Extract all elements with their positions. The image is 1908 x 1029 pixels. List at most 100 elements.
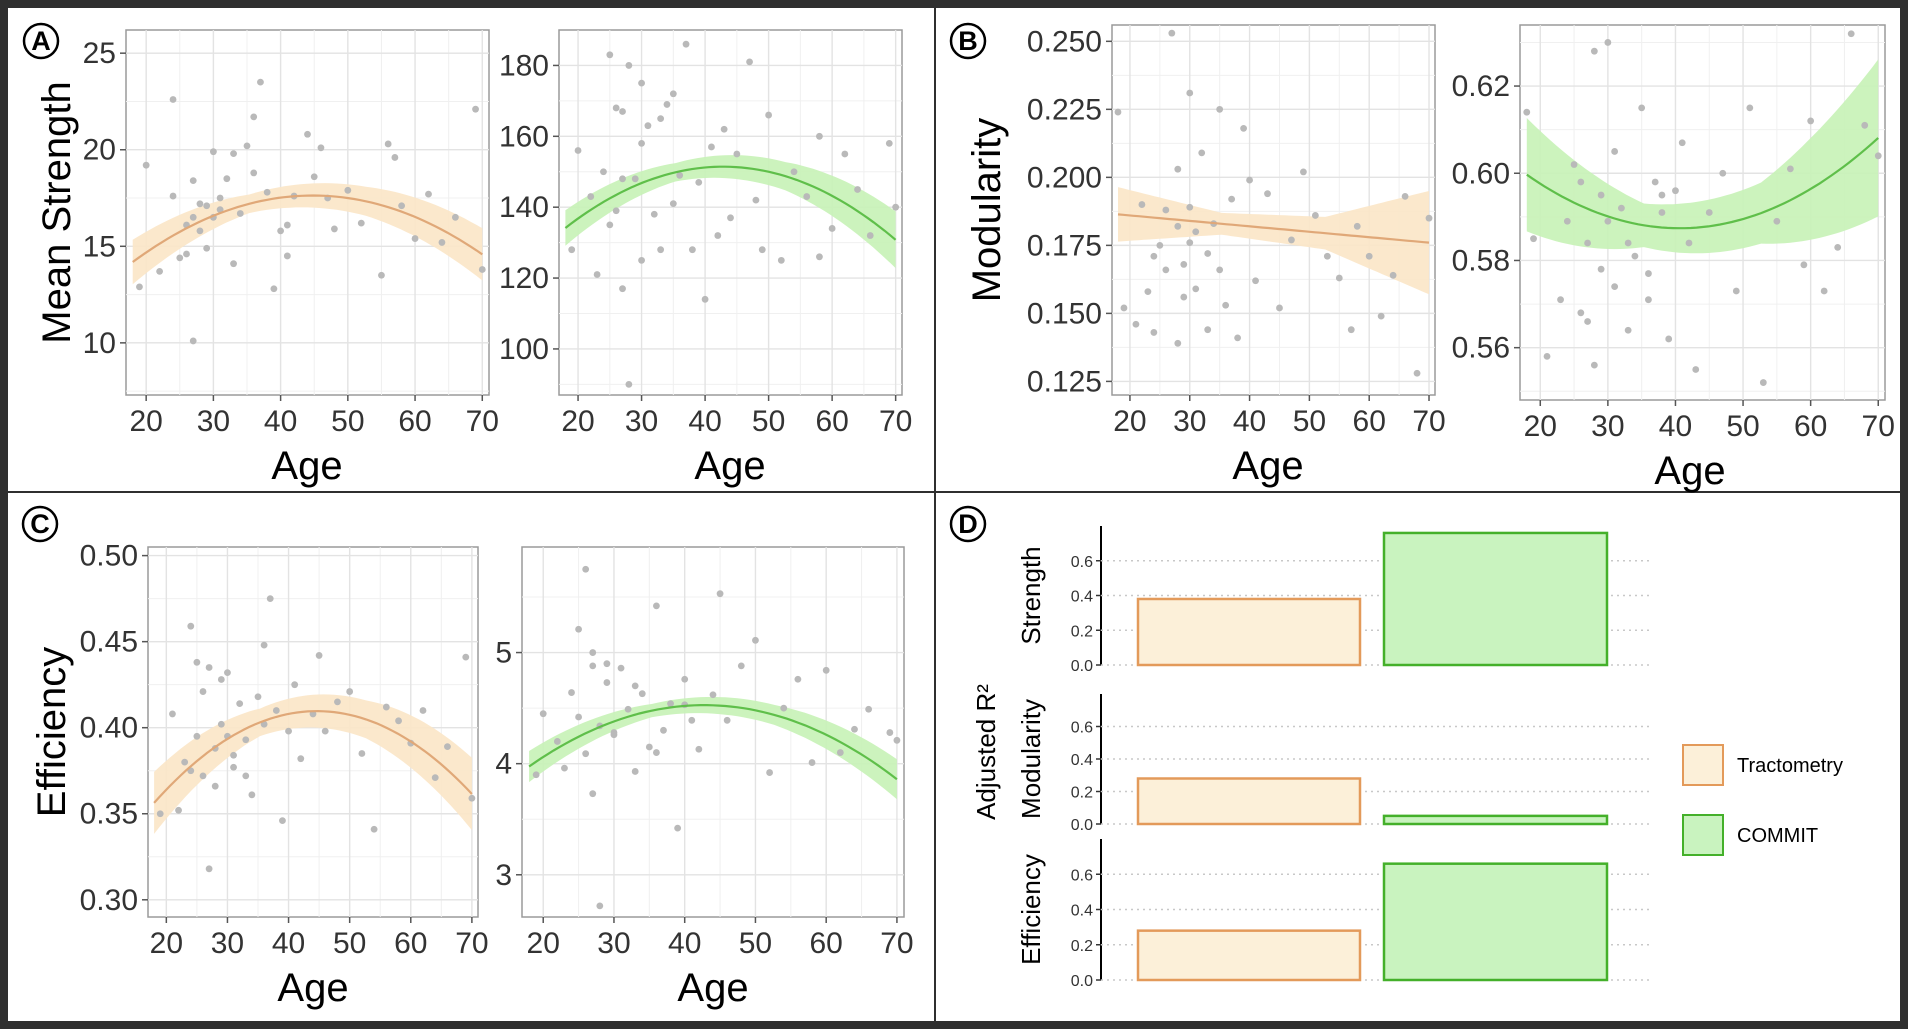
data-point	[674, 824, 682, 832]
data-point	[695, 745, 703, 753]
data-point	[142, 161, 150, 169]
y-tick-label: 0.56	[1452, 332, 1510, 365]
data-point	[568, 689, 575, 696]
bar-chart-adjusted-r2: 0.0 0.2 0.4 0.6 Strength 0.0 0.2 0.4 0.6 Modulari…	[971, 526, 1843, 990]
data-point	[199, 772, 207, 780]
data-point	[315, 652, 323, 659]
data-point	[1651, 178, 1659, 186]
data-point	[1186, 203, 1194, 211]
data-point	[196, 227, 204, 235]
panel-c-letter: C	[30, 509, 50, 539]
data-point	[582, 750, 590, 758]
data-point	[199, 688, 207, 695]
data-point	[653, 602, 660, 610]
x-tick-label: 70	[880, 927, 913, 960]
data-point	[1834, 243, 1842, 251]
data-point	[156, 268, 164, 275]
data-point	[645, 743, 653, 751]
data-point	[334, 698, 341, 706]
data-point	[370, 825, 378, 833]
data-point	[175, 806, 182, 814]
data-point	[285, 727, 292, 735]
x-tick-label: 30	[1591, 410, 1624, 443]
scatter-plot-a-commit: 20 30 40 50 60 70 100 120 140 160 180 Age	[499, 29, 912, 488]
data-point	[1180, 293, 1188, 301]
data-point	[230, 150, 237, 157]
data-point	[681, 675, 689, 683]
data-point	[431, 774, 439, 782]
data-point	[746, 58, 753, 66]
data-point	[283, 252, 291, 260]
data-point	[1234, 334, 1242, 342]
data-point	[1611, 148, 1619, 155]
data-point	[216, 206, 224, 214]
y-tick-label: 0.150	[1027, 297, 1102, 330]
data-point	[1584, 239, 1591, 247]
bar-y-tick-label: 0.2	[1071, 785, 1093, 802]
data-point	[444, 743, 451, 751]
bar-tractometry	[1136, 777, 1362, 826]
data-point	[346, 688, 354, 695]
data-point	[1597, 191, 1605, 199]
bar-y-tick-label: 0.4	[1071, 752, 1093, 769]
data-point	[330, 225, 338, 233]
y-tick-label: 10	[83, 327, 116, 360]
data-point	[561, 764, 568, 772]
data-point	[1150, 329, 1158, 336]
y-tick-label: 15	[83, 230, 116, 263]
data-point	[1590, 47, 1598, 55]
data-point	[1288, 236, 1295, 244]
data-point	[1174, 339, 1182, 347]
data-point	[1692, 366, 1700, 373]
data-point	[794, 675, 802, 683]
scatter-plot-b-tractometry: 20 30 40 50 60 70 0.125 0.150 0.175 0.200 0.225 0.2…	[965, 24, 1446, 488]
bar-y-tick-label: 0.6	[1071, 720, 1093, 737]
data-point	[720, 125, 728, 133]
bar-y-tick-label: 0.2	[1071, 938, 1093, 955]
panel-d-label-circle	[949, 505, 987, 543]
data-point	[631, 682, 639, 690]
data-point	[263, 188, 271, 196]
x-tick-label: 40	[688, 405, 721, 438]
fit-line	[528, 703, 898, 781]
data-point	[478, 266, 486, 273]
data-point	[777, 256, 785, 264]
data-point	[1665, 335, 1673, 343]
data-point	[1874, 152, 1882, 160]
data-point	[1150, 252, 1158, 260]
data-point	[1719, 169, 1727, 177]
confidence-ribbon	[1118, 187, 1429, 295]
data-point	[625, 380, 633, 388]
data-point	[553, 738, 561, 745]
data-point	[357, 219, 365, 227]
data-point	[236, 700, 244, 708]
data-point	[714, 232, 722, 239]
data-point	[816, 253, 823, 261]
data-point	[1861, 121, 1869, 129]
data-point	[1597, 265, 1605, 273]
data-point	[803, 193, 811, 200]
bar-y-tick-label: 0.0	[1071, 973, 1093, 990]
y-tick-label: 0.250	[1027, 25, 1102, 58]
x-tick-label: 20	[561, 405, 594, 438]
panel-b-label-circle	[949, 22, 987, 60]
data-point	[169, 96, 177, 103]
data-point	[606, 221, 614, 229]
data-point	[1800, 261, 1808, 269]
y-tick-label: 140	[499, 191, 549, 224]
x-axis-title: Age	[1232, 444, 1303, 488]
y-tick-label: 0.58	[1452, 244, 1510, 277]
x-tick-label: 70	[455, 927, 488, 960]
data-point	[716, 590, 724, 598]
data-point	[425, 190, 432, 198]
bar-y-axis-title: Adjusted R²	[971, 684, 1001, 820]
data-point	[1228, 195, 1236, 203]
data-point	[612, 104, 620, 112]
data-point	[205, 865, 213, 873]
x-tick-label: 20	[129, 405, 162, 438]
data-point	[382, 703, 390, 711]
y-tick-label: 0.45	[80, 626, 138, 659]
bar-tractometry	[1136, 929, 1362, 982]
x-tick-label: 20	[527, 927, 560, 960]
fit-line	[153, 709, 473, 804]
